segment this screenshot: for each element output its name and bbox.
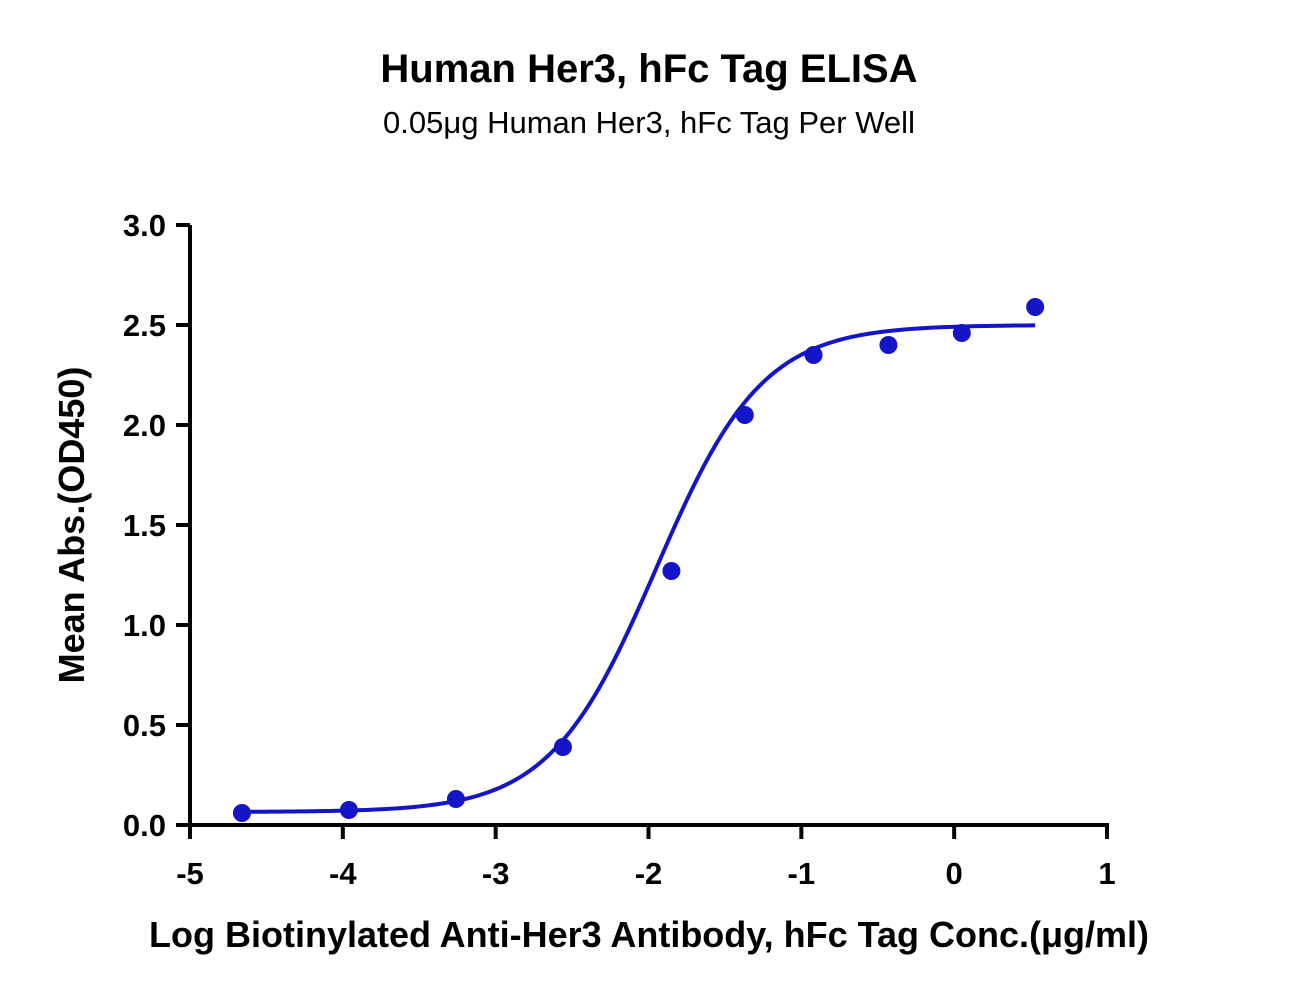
data-point	[662, 562, 681, 580]
data-point	[553, 738, 572, 756]
fit-curve	[241, 323, 1036, 814]
x-tick-label: -1	[788, 856, 816, 891]
data-point	[735, 406, 754, 424]
data-point	[1026, 298, 1045, 316]
data-points-layer	[232, 298, 1045, 822]
y-tick-label: 0.5	[123, 708, 166, 743]
x-tick-label: -4	[329, 856, 357, 891]
data-point	[952, 324, 971, 342]
x-tick-label: 1	[1098, 856, 1115, 891]
axes: 0.0 0.5 1.0 1.5 2.0 2.5 3.0 -5 -4 -3 -2 -1 0 1	[123, 208, 1116, 891]
data-point	[232, 804, 251, 822]
x-tick-label: -2	[635, 856, 663, 891]
chart-title: Human Her3, hFc Tag ELISA	[380, 47, 917, 91]
y-tick-label: 2.0	[123, 408, 166, 443]
x-axis-title: Log Biotinylated Anti-Her3 Antibody, hFc…	[149, 914, 1149, 955]
x-tick-label: 0	[946, 856, 963, 891]
y-tick-label: 1.0	[123, 608, 166, 643]
data-point	[339, 801, 358, 819]
y-tick-label: 2.5	[123, 308, 166, 343]
y-axis-title: Mean Abs.(OD450)	[51, 367, 92, 684]
x-tick-label: -3	[482, 856, 510, 891]
fit-curve-layer	[241, 323, 1036, 814]
x-tick-label: -5	[176, 856, 204, 891]
data-point	[446, 790, 465, 808]
y-tick-label: 0.0	[123, 808, 166, 843]
y-tick-label: 3.0	[123, 208, 166, 243]
data-point	[804, 346, 823, 364]
chart-subtitle: 0.05μg Human Her3, hFc Tag Per Well	[383, 105, 915, 140]
y-tick-label: 1.5	[123, 508, 166, 543]
data-point	[879, 336, 898, 354]
